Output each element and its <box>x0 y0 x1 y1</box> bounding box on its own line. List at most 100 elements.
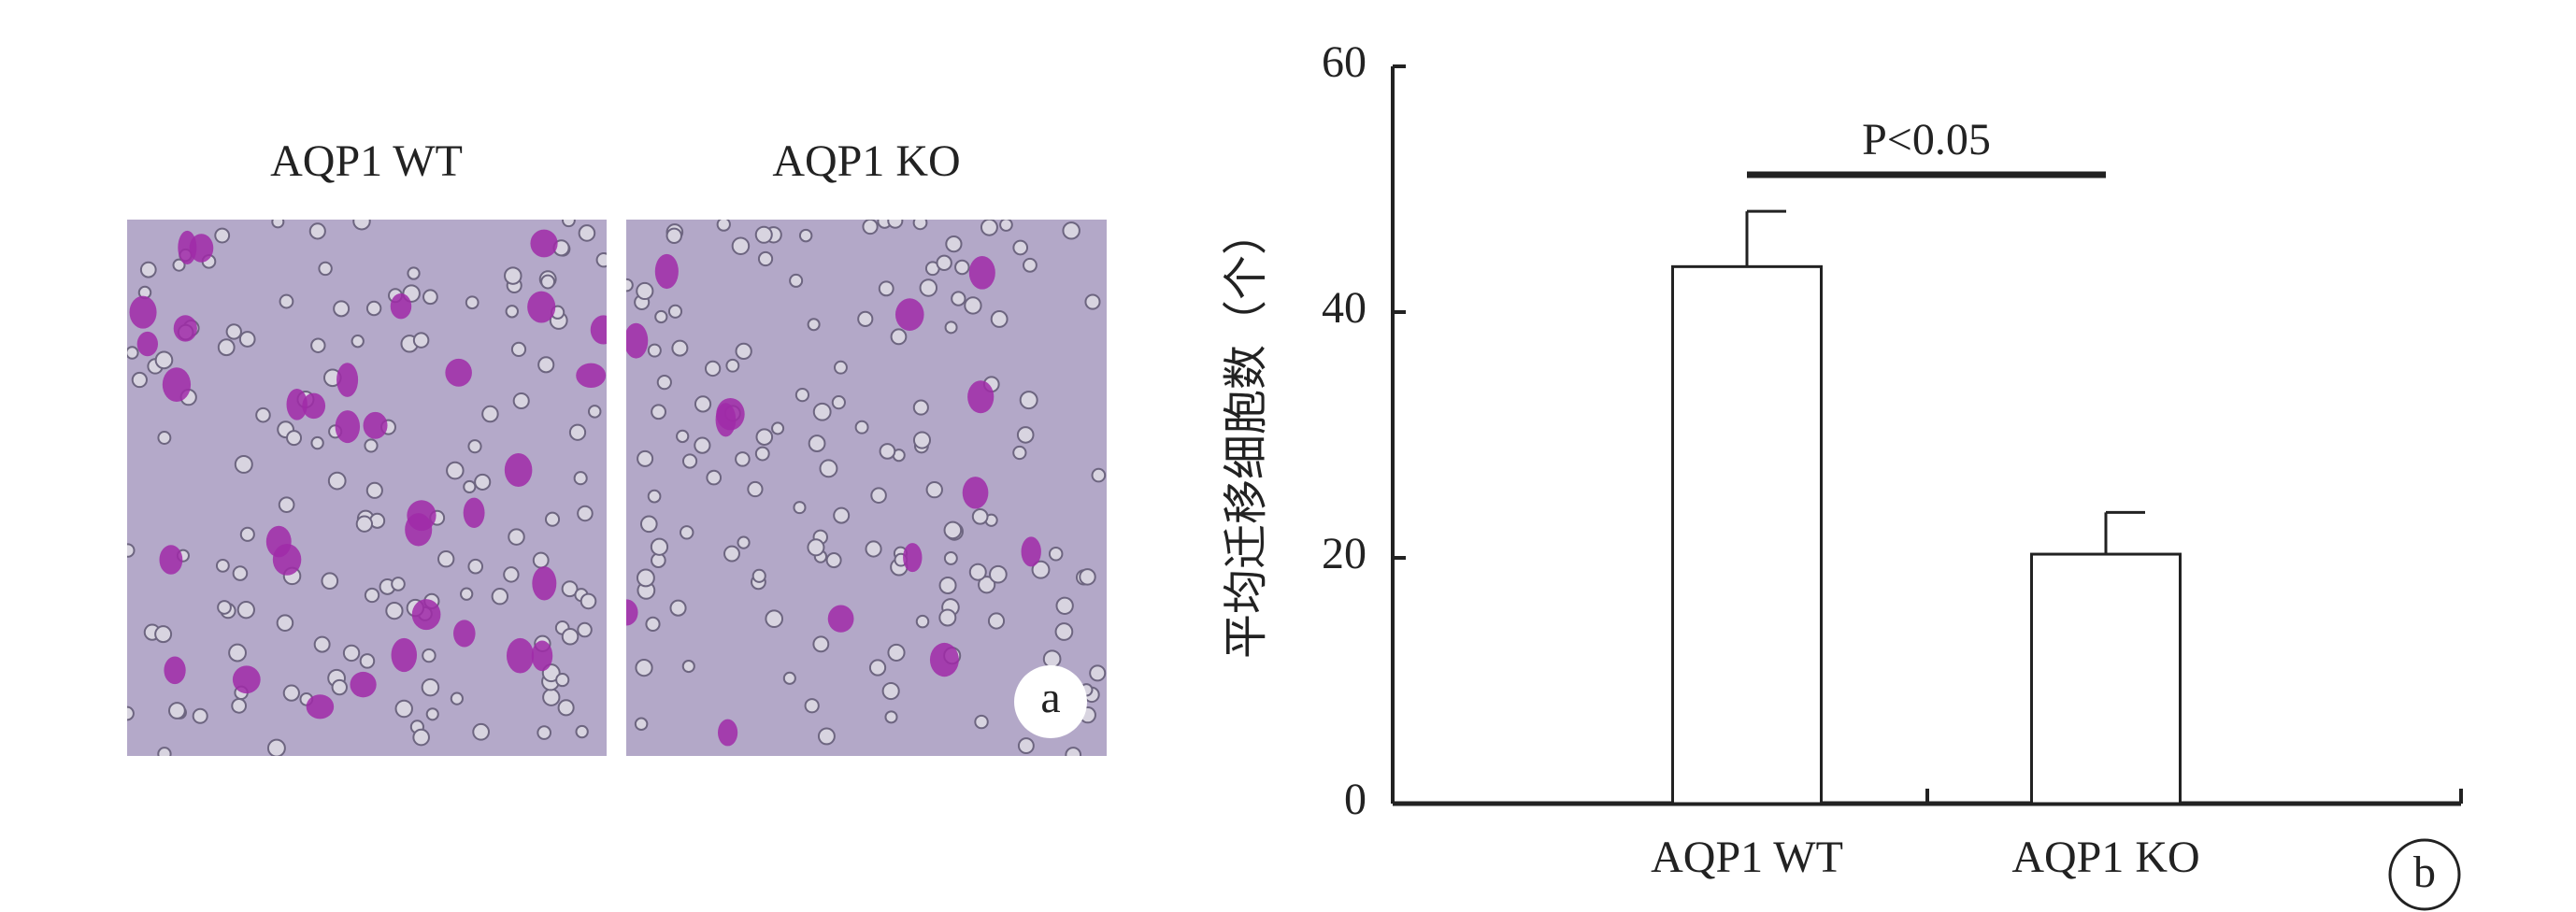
stained-cell <box>530 229 558 258</box>
cell <box>310 435 324 450</box>
cell <box>504 266 522 285</box>
cell <box>755 428 774 446</box>
cell <box>394 699 413 719</box>
cell <box>1012 445 1027 461</box>
cell <box>421 677 440 697</box>
cell <box>266 738 286 756</box>
cell <box>459 587 474 601</box>
cell <box>879 443 896 460</box>
cell <box>887 220 904 229</box>
cell <box>365 481 383 499</box>
cell <box>1062 221 1080 240</box>
cell <box>789 273 804 288</box>
cell <box>804 698 820 714</box>
cell <box>310 337 326 353</box>
stained-cell <box>1021 536 1041 567</box>
cell <box>491 588 509 606</box>
cell <box>510 341 527 358</box>
cell <box>364 587 380 604</box>
cell <box>359 653 376 669</box>
cell <box>437 550 455 568</box>
cell <box>704 360 722 378</box>
stained-cell <box>532 566 557 601</box>
cell <box>503 566 520 583</box>
cell <box>1031 560 1051 579</box>
stained-cell <box>232 665 261 694</box>
cell <box>943 520 963 540</box>
cell <box>127 543 136 558</box>
stained-cell <box>306 694 335 720</box>
cell <box>1048 546 1064 562</box>
stained-cell <box>527 291 556 323</box>
cell <box>321 572 339 591</box>
y-tick-label: 20 <box>1322 529 1367 578</box>
cell <box>808 435 826 452</box>
cell <box>654 309 668 324</box>
y-tick-label: 0 <box>1344 775 1367 824</box>
cell <box>331 678 348 696</box>
cell <box>938 576 957 595</box>
stained-cell <box>894 298 924 332</box>
cell <box>172 258 186 272</box>
cell <box>532 551 550 569</box>
cell <box>951 291 966 306</box>
cell <box>812 402 832 421</box>
stained-cell <box>335 410 361 444</box>
cell <box>157 747 172 756</box>
stained-cell <box>903 543 923 573</box>
stained-cell <box>626 599 638 626</box>
cell <box>884 710 898 724</box>
cell <box>131 371 148 389</box>
cell <box>474 473 492 491</box>
stained-cell <box>336 363 359 397</box>
cell <box>1079 568 1096 586</box>
cell <box>915 614 930 629</box>
cell <box>342 644 361 663</box>
cell <box>407 266 421 280</box>
cell <box>635 658 653 677</box>
cell <box>214 227 231 244</box>
cell <box>807 538 825 557</box>
cell <box>865 540 882 558</box>
cell <box>540 274 556 290</box>
stained-cell <box>286 388 308 420</box>
cell <box>647 343 662 358</box>
cell <box>912 220 928 231</box>
cell <box>890 328 908 346</box>
cell <box>595 251 607 268</box>
cell <box>980 220 998 236</box>
cell <box>355 515 374 533</box>
cell <box>862 220 879 235</box>
bar <box>2030 552 2182 805</box>
cell <box>450 691 464 705</box>
stained-cell <box>968 255 995 290</box>
cell <box>833 506 851 524</box>
bar <box>1671 264 1823 805</box>
cell <box>938 608 957 627</box>
cell <box>987 612 1006 630</box>
cell <box>669 599 687 617</box>
cell <box>945 235 963 253</box>
cell <box>782 671 796 685</box>
cell <box>279 293 294 309</box>
cell <box>239 526 255 542</box>
cell <box>467 558 484 575</box>
cell <box>577 621 593 638</box>
y-tick-label: 40 <box>1322 283 1367 333</box>
cell <box>1065 747 1082 756</box>
cell <box>425 707 439 721</box>
cell <box>912 399 929 416</box>
cell <box>463 479 477 494</box>
cell <box>351 334 365 349</box>
cell <box>580 592 597 610</box>
cell <box>747 480 764 498</box>
cell <box>978 576 996 594</box>
stained-cell <box>164 656 186 685</box>
cell <box>754 446 770 462</box>
cell <box>168 702 186 720</box>
cell <box>561 580 579 598</box>
stained-cell <box>453 620 476 648</box>
cell <box>562 220 576 228</box>
cell <box>757 250 774 267</box>
stained-cell <box>463 497 485 529</box>
